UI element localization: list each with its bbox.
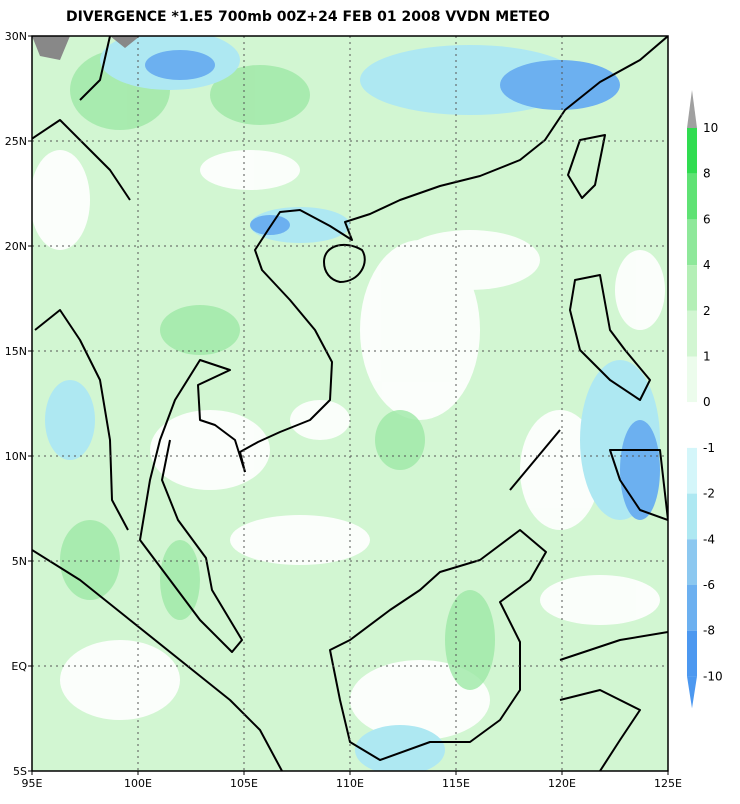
- colorbar-label: -10: [703, 669, 723, 683]
- colorbar-label: 10: [703, 121, 718, 135]
- lon-label: 95E: [22, 777, 43, 790]
- lat-label: 15N: [5, 345, 27, 358]
- colorbar-label: -6: [703, 578, 715, 592]
- colorbar-swatch: [687, 173, 697, 220]
- lat-label: 30N: [5, 30, 27, 43]
- colorbar-swatch: [687, 447, 697, 494]
- colorbar-label: 6: [703, 212, 711, 226]
- lat-label: EQ: [11, 660, 27, 673]
- graticule: 95E 100E 105E 110E 115E 120E 125E 30N 25N 20N 15N 1…: [5, 30, 682, 790]
- colorbar-swatch: [687, 493, 697, 540]
- coastlines: [32, 36, 668, 771]
- map-title: DIVERGENCE *1.E5 700mb 00Z+24 FEB 01 200…: [66, 9, 550, 25]
- colorbar-label: -4: [703, 532, 715, 546]
- lon-label: 120E: [548, 777, 576, 790]
- colorbar-swatch: [687, 128, 697, 174]
- lat-label: 25N: [5, 135, 27, 148]
- colorbar-label: -8: [703, 624, 715, 638]
- colorbar-swatch: [687, 402, 697, 448]
- lon-label: 100E: [124, 777, 152, 790]
- map-frame: [31, 35, 669, 772]
- colorbar-swatch: [687, 585, 697, 631]
- colorbar-label: -1: [703, 441, 715, 455]
- lon-label: 125E: [654, 777, 682, 790]
- lon-label: 115E: [442, 777, 470, 790]
- lat-label: 10N: [5, 450, 27, 463]
- colorbar-end: [687, 90, 697, 128]
- colorbar-label: 4: [703, 258, 711, 272]
- lat-label: 5N: [12, 555, 27, 568]
- colorbar-swatch: [687, 219, 697, 266]
- lat-label: 5S: [13, 765, 27, 778]
- colorbar-label: -2: [703, 487, 715, 501]
- colorbar-swatch: [687, 356, 697, 403]
- colorbar-end: [687, 676, 697, 709]
- colorbar-swatch: [687, 265, 697, 311]
- lon-label: 105E: [230, 777, 258, 790]
- colorbar-label: 2: [703, 304, 711, 318]
- colorbar-swatch: [687, 539, 697, 585]
- colorbar-label: 8: [703, 167, 711, 181]
- colorbar-label: 1: [703, 350, 711, 364]
- colorbar-swatch: [687, 630, 697, 677]
- field: [32, 36, 668, 771]
- lon-label: 110E: [336, 777, 364, 790]
- colorbar-label: 0: [703, 395, 711, 409]
- colorbar-swatch: [687, 310, 697, 357]
- lat-label: 20N: [5, 240, 27, 253]
